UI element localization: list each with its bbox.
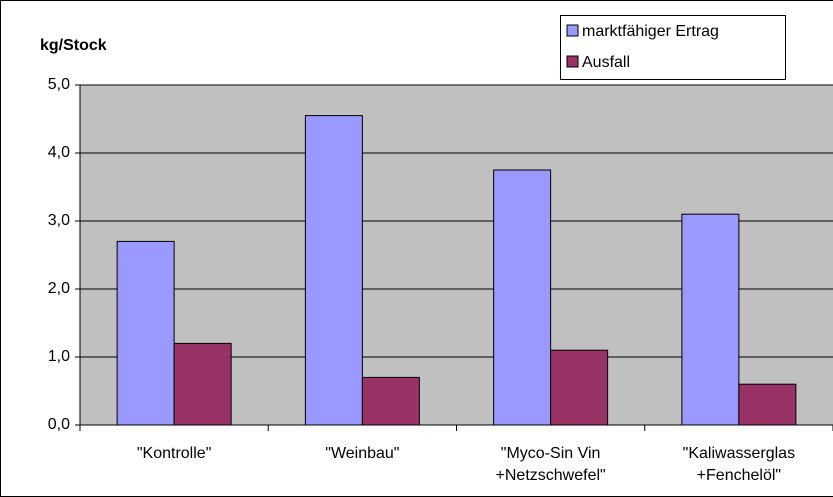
x-tick-label: "Kaliwasserglas +Fenchelöl": [682, 445, 796, 484]
x-tick-label: "Weinbau": [325, 445, 400, 462]
bar: [738, 383, 797, 426]
x-tick-label: "Myco-Sin Vin +Netzschwefel": [495, 445, 606, 484]
y-tick-label: 1,0: [48, 348, 70, 365]
legend-label: Ausfall: [582, 54, 630, 71]
y-tick-label: 4,0: [48, 144, 70, 161]
bar: [116, 240, 175, 426]
bar: [173, 342, 232, 426]
legend-label: marktfähiger Ertrag: [582, 23, 719, 40]
bar: [361, 376, 420, 426]
y-tick-label: 5,0: [48, 76, 70, 93]
y-tick-label: 0,0: [48, 416, 70, 433]
legend-swatch: [566, 55, 579, 68]
bar: [550, 349, 609, 426]
y-axis-label: kg/Stock: [40, 37, 107, 54]
legend-box: [560, 15, 786, 80]
legend-swatch: [566, 24, 579, 37]
bar: [493, 169, 552, 426]
y-tick-label: 3,0: [48, 212, 70, 229]
x-tick-label: "Kontrolle": [136, 445, 212, 462]
bar: [681, 213, 740, 426]
bar: [304, 115, 363, 426]
y-tick-label: 2,0: [48, 280, 70, 297]
